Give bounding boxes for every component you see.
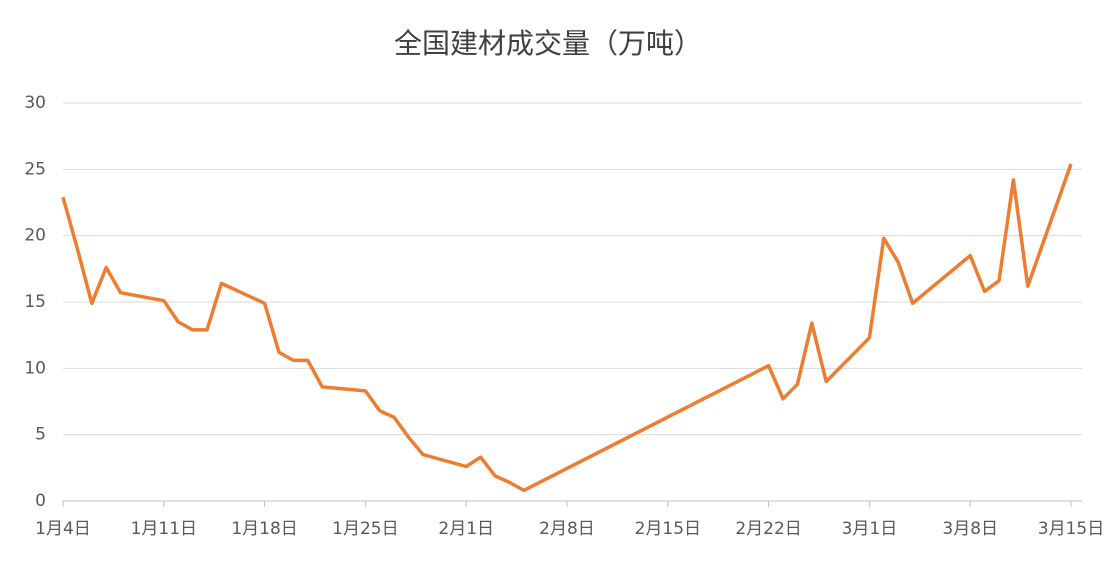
x-tick-label: 3月15日 bbox=[1038, 519, 1104, 539]
x-tick-label: 1月25日 bbox=[332, 519, 398, 539]
x-tick-label: 1月18日 bbox=[231, 519, 297, 539]
x-tick-label: 2月15日 bbox=[635, 519, 701, 539]
x-tick-label: 3月1日 bbox=[842, 519, 898, 539]
data-line bbox=[61, 163, 1073, 493]
y-tick-label: 5 bbox=[35, 425, 46, 445]
x-tick-label: 2月1日 bbox=[438, 519, 494, 539]
x-tick-label: 2月8日 bbox=[539, 519, 595, 539]
y-tick-label: 15 bbox=[24, 292, 46, 312]
chart-title: 全国建材成交量（万吨） bbox=[394, 27, 702, 60]
y-tick-label: 25 bbox=[24, 159, 46, 179]
y-tick-label: 30 bbox=[24, 93, 46, 113]
x-tick-label: 1月11日 bbox=[131, 519, 197, 539]
y-tick-label: 0 bbox=[35, 491, 46, 511]
y-tick-label: 20 bbox=[24, 226, 46, 246]
x-tick-label: 1月4日 bbox=[35, 519, 91, 539]
x-tick-label: 2月22日 bbox=[735, 519, 801, 539]
x-tick-label: 3月8日 bbox=[942, 519, 998, 539]
y-tick-label: 10 bbox=[24, 358, 46, 378]
